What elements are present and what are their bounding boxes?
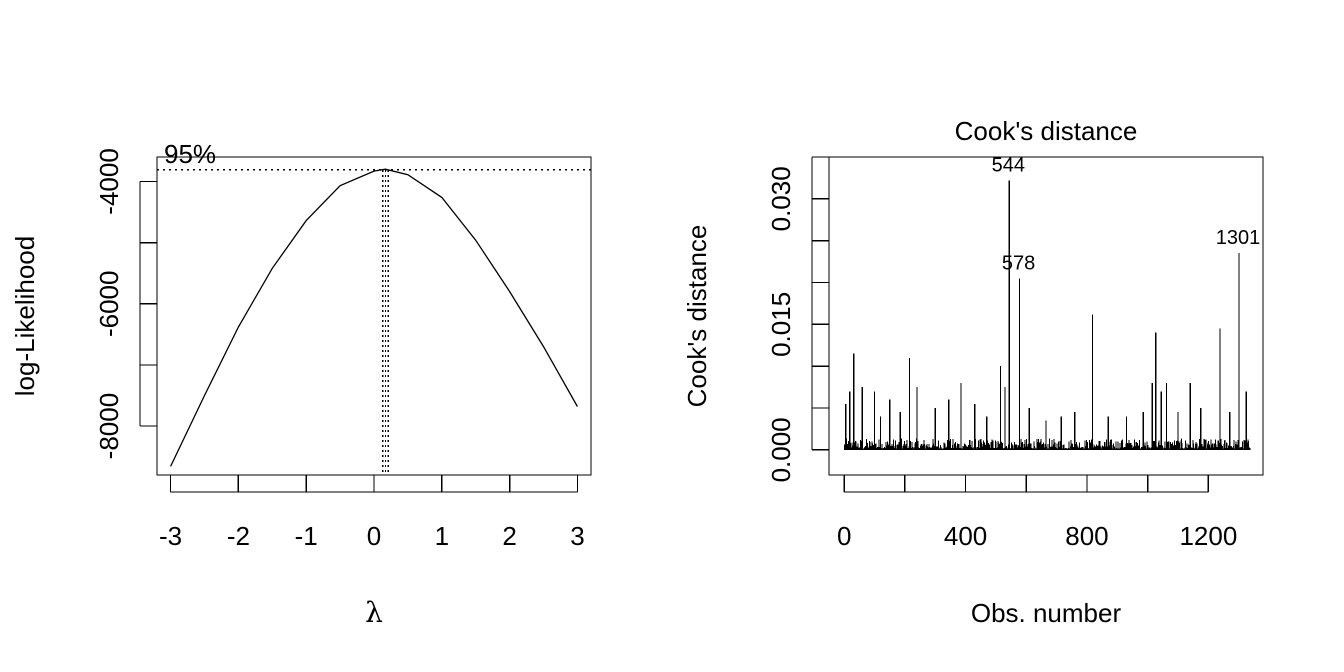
cooks-spike-label: 544 (992, 154, 1025, 176)
x-tick-label: 800 (1065, 521, 1108, 551)
cooks-x-axis-label: Obs. number (971, 598, 1122, 628)
cooks-spike-label: 1301 (1216, 227, 1261, 249)
x-tick-label: 3 (570, 521, 584, 551)
x-tick-label: 2 (502, 521, 516, 551)
cooks-title: Cook's distance (955, 116, 1138, 146)
x-tick-label: 0 (837, 521, 851, 551)
x-tick-label: -1 (295, 521, 318, 551)
x-tick-label: -2 (227, 521, 250, 551)
cooks-y-axis-label: Cook's distance (682, 225, 712, 408)
boxcox-plot-frame (156, 156, 592, 476)
x-tick-label: -3 (159, 521, 182, 551)
cooks-marks: 544 578 1301 0 400 800 1200 0.000 0.015 0.030 (766, 154, 1260, 551)
x-tick-label: 1200 (1179, 521, 1237, 551)
cooks-panel: 544 578 1301 0 400 800 1200 0.000 0.015 0.030 Coo… (682, 116, 1264, 628)
y-tick-label: -4000 (94, 148, 124, 215)
ci-label: 95% (164, 139, 216, 169)
cooks-plot-frame (828, 156, 1264, 476)
boxcox-panel: -3 -2 -1 0 1 2 3 -8000 -6000 -4000 95% λ log-Like… (10, 139, 592, 629)
boxcox-marks: -3 -2 -1 0 1 2 3 -8000 -6000 -4000 (94, 148, 591, 551)
x-tick-label: 1 (435, 521, 449, 551)
y-tick-label: 0.030 (766, 166, 796, 231)
boxcox-x-axis-label: λ (365, 596, 383, 629)
x-tick-label: 0 (367, 521, 381, 551)
cooks-spike-label: 578 (1002, 252, 1035, 274)
y-tick-label: -8000 (94, 393, 124, 460)
cooks-baseline-bars (844, 438, 1251, 450)
y-tick-label: -6000 (94, 271, 124, 338)
x-tick-label: 400 (944, 521, 987, 551)
loglik-curve (170, 168, 578, 467)
y-tick-label: 0.015 (766, 292, 796, 357)
boxcox-y-axis-label: log-Likelihood (10, 236, 40, 396)
y-tick-label: 0.000 (766, 417, 796, 482)
